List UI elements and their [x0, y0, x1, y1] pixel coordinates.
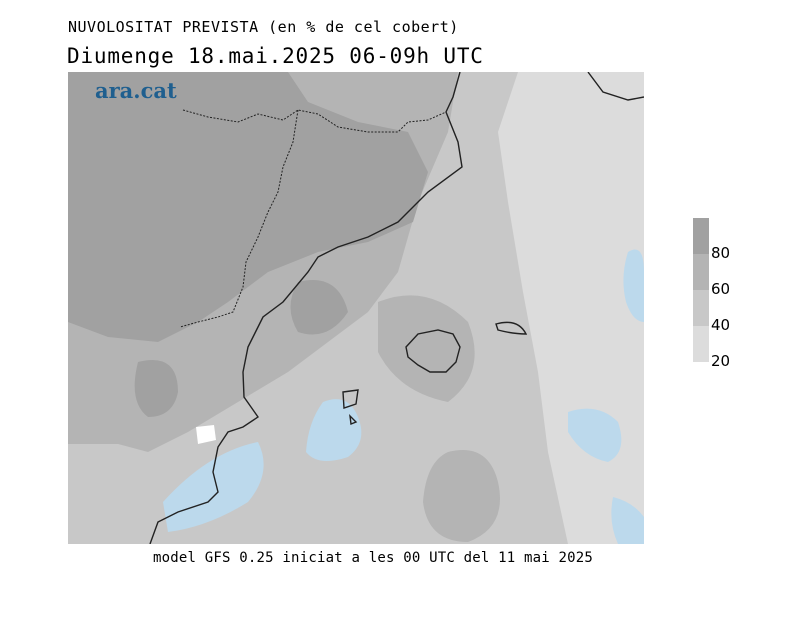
coastlines: [149, 72, 644, 544]
map-subtitle: Diumenge 18.mai.2025 06-09h UTC: [67, 44, 484, 68]
clear-sky-sea-patch-5: [611, 497, 644, 544]
clear-sky-sea-patch-1: [306, 399, 362, 461]
island-menorca: [495, 321, 528, 335]
cloud-patch-60-east: [378, 295, 475, 402]
legend-label-20: 20: [711, 352, 731, 370]
cloud-patch-80-west: [134, 360, 178, 417]
legend-swatch-80: [693, 218, 709, 254]
cloud-cover-legend: [693, 218, 709, 362]
borders: [179, 109, 447, 328]
cloud-patch-60-south: [423, 450, 500, 542]
ara-cat-logo: ara.cat: [95, 78, 177, 103]
legend-swatch-20: [693, 326, 709, 362]
legend-label-60: 60: [711, 280, 731, 298]
cloud-field-80: [68, 72, 428, 342]
legend-label-40: 40: [711, 316, 731, 334]
clear-sky-sea-patch-3: [623, 249, 644, 322]
legend-label-80: 80: [711, 244, 731, 262]
legend-swatch-60: [693, 254, 709, 290]
island-mallorca: [405, 329, 461, 373]
legend-swatch-40: [693, 290, 709, 326]
clear-sky-patch: [196, 425, 216, 444]
island-eivissa: [342, 389, 359, 409]
map-title: NUVOLOSITAT PREVISTA (en % de cel cobert…: [68, 18, 459, 36]
cloud-patch-80-center: [290, 280, 348, 335]
model-info-footer: model GFS 0.25 iniciat a les 00 UTC del …: [153, 550, 594, 566]
cloud-cover-map: [68, 72, 644, 544]
clear-sky-sea-patch-2: [163, 442, 264, 532]
clear-sky-sea-patch-4: [568, 408, 622, 462]
